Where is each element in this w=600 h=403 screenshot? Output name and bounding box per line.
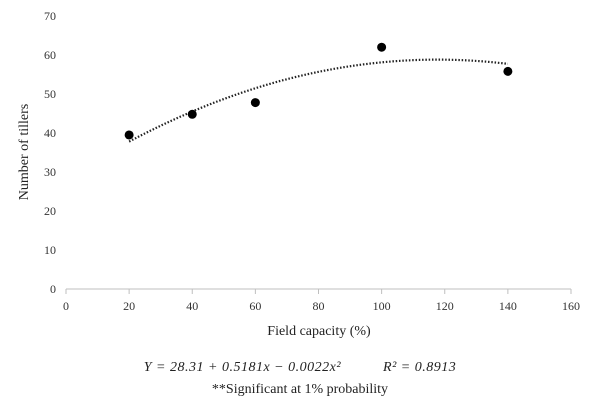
data-point [377, 42, 387, 52]
y-tick-label: 60 [44, 48, 56, 62]
x-axis-title: Field capacity (%) [267, 324, 371, 339]
x-tick-label: 40 [186, 299, 198, 313]
x-tick-label: 100 [373, 299, 391, 313]
x-tick-label: 140 [499, 299, 517, 313]
y-tick-label: 70 [44, 9, 56, 23]
trendline [128, 58, 509, 143]
data-point [250, 98, 260, 108]
x-tick-label: 60 [249, 299, 261, 313]
x-tick-label: 20 [123, 299, 135, 313]
y-tick-label: 30 [44, 165, 56, 179]
data-point [124, 130, 134, 140]
y-tick-label: 10 [44, 243, 56, 257]
data-points [124, 42, 513, 140]
x-axis-ticks: 0 20 40 60 80 100 120 140 160 [63, 289, 580, 313]
chart: 0 10 20 30 40 50 60 70 0 20 40 60 80 100 120 140 160 Nu… [17, 9, 580, 339]
y-axis-title: Number of tillers [17, 104, 32, 200]
data-point [187, 109, 197, 119]
y-tick-label: 40 [44, 126, 56, 140]
significance-note: **Significant at 1% probability [211, 382, 389, 397]
y-tick-label: 50 [44, 87, 56, 101]
x-tick-label: 160 [562, 299, 580, 313]
x-tick-label: 120 [436, 299, 454, 313]
y-axis-ticks: 0 10 20 30 40 50 60 70 [44, 9, 56, 296]
x-tick-label: 80 [313, 299, 325, 313]
y-tick-label: 20 [44, 204, 56, 218]
equation-r-squared: R² = 0.8913 [383, 360, 457, 375]
y-tick-label: 0 [50, 282, 56, 296]
regression-equation: Y = 28.31 + 0.5181x − 0.0022x² R² = 0.89… [0, 360, 600, 376]
equation-formula: Y = 28.31 + 0.5181x − 0.0022x² [143, 360, 342, 375]
x-tick-label: 0 [63, 299, 69, 313]
data-point [503, 66, 513, 76]
